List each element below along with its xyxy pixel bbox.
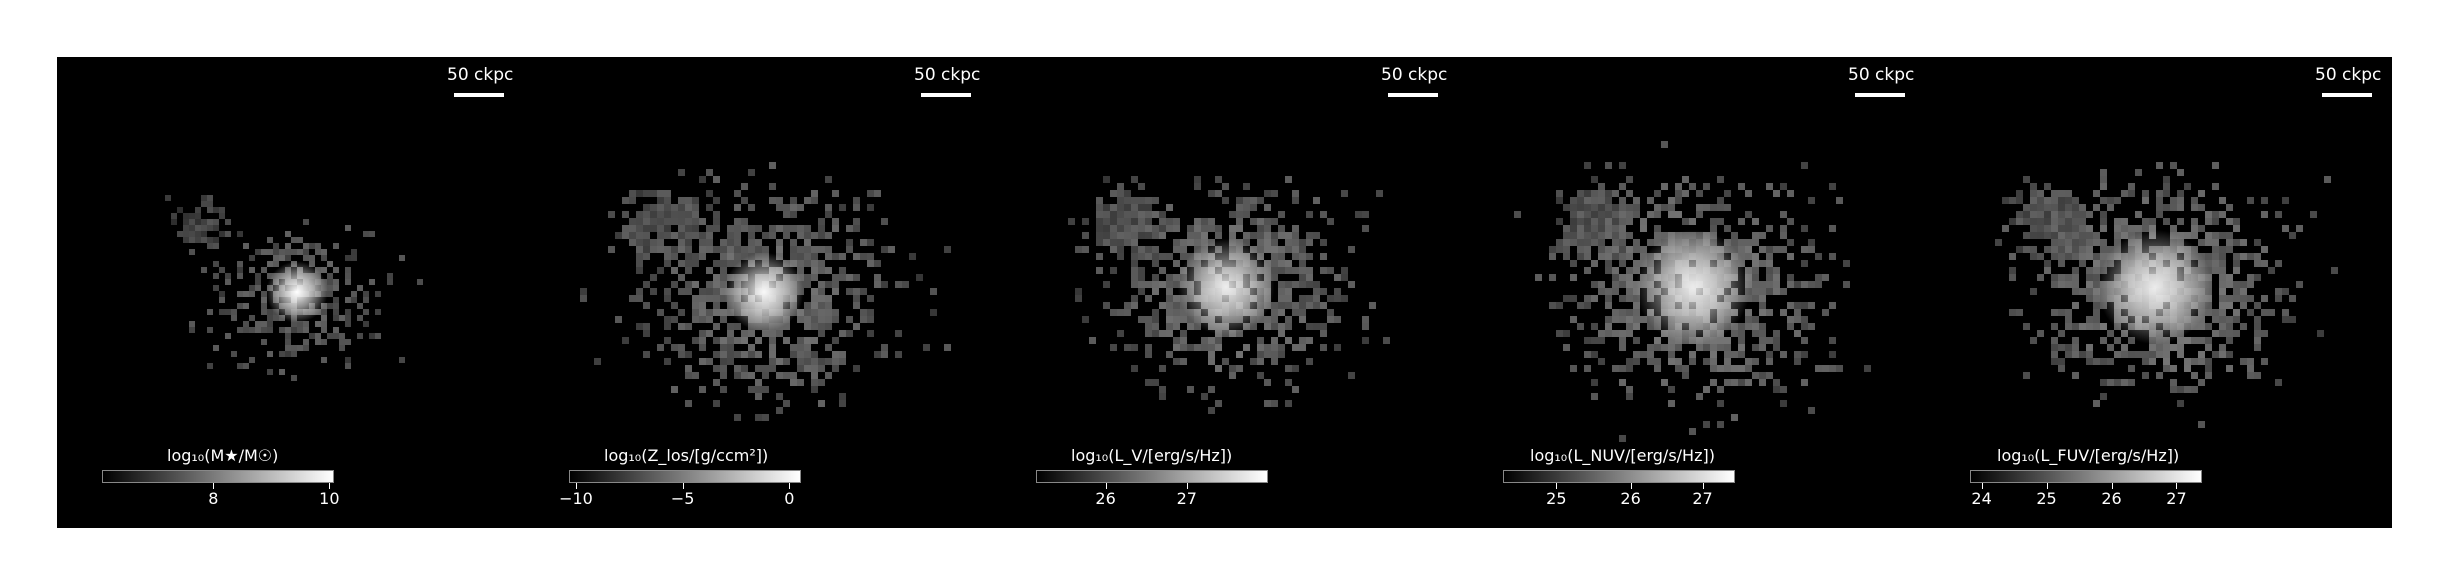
scale-bar: [454, 93, 504, 97]
scale-bar: [921, 93, 971, 97]
colorbar-tick: [1702, 483, 1704, 489]
colorbar-tick-label: 27: [1176, 489, 1197, 508]
colorbar-tick: [1105, 483, 1107, 489]
colorbar-tick: [575, 483, 577, 489]
galaxy-map: [1514, 141, 1871, 442]
galaxy-map: [1068, 176, 1390, 414]
colorbar-tick: [1981, 483, 1983, 489]
scale-label: 50 ckpc: [447, 65, 514, 85]
colorbar: [1503, 470, 1735, 483]
colorbar-tick-label: 0: [784, 489, 795, 508]
colorbar-label: log₁₀(Z_los/[g/ccm²]): [604, 446, 769, 465]
colorbar-tick: [2176, 483, 2178, 489]
colorbar-tick-label: 26: [1095, 489, 1116, 508]
colorbar-tick-label: 27: [2166, 489, 2187, 508]
galaxy-map: [580, 162, 951, 421]
colorbar-tick: [329, 483, 331, 489]
colorbar: [102, 470, 334, 483]
colorbar-tick-label: −10: [559, 489, 593, 508]
scale-bar: [1855, 93, 1905, 97]
colorbar-tick-label: 26: [1620, 489, 1641, 508]
colorbar-tick: [2111, 483, 2113, 489]
colorbar-tick: [1556, 483, 1558, 489]
galaxy-map: [1995, 162, 2338, 428]
colorbar-label: log₁₀(M★/M☉): [167, 446, 279, 465]
panel-nuv-luminosity: 50 ckpc log₁₀(L_NUV/[erg/s/Hz]) 25 26 27: [1458, 57, 1925, 528]
scale-bar: [1388, 93, 1438, 97]
panel-fuv-luminosity: 50 ckpc log₁₀(L_FUV/[erg/s/Hz]) 24 25 26 27: [1925, 57, 2392, 528]
scale-label: 50 ckpc: [1848, 65, 1915, 85]
colorbar: [569, 470, 801, 483]
colorbar-tick-label: 27: [1692, 489, 1713, 508]
colorbar-tick: [213, 483, 215, 489]
colorbar-label: log₁₀(L_V/[erg/s/Hz]): [1071, 446, 1233, 465]
colorbar-tick: [2046, 483, 2048, 489]
colorbar-tick-label: 10: [319, 489, 340, 508]
galaxy-map: [165, 195, 423, 381]
scale-bar: [2322, 93, 2372, 97]
panel-v-luminosity: 50 ckpc log₁₀(L_V/[erg/s/Hz]) 26 27: [991, 57, 1458, 528]
colorbar-tick-label: 24: [1971, 489, 1992, 508]
colorbar-tick-label: 25: [1546, 489, 1567, 508]
colorbar-tick-label: 25: [2036, 489, 2057, 508]
panel-metal-column: 50 ckpc log₁₀(Z_los/[g/ccm²]) −10 −5 0: [524, 57, 991, 528]
colorbar: [1970, 470, 2202, 483]
scale-label: 50 ckpc: [2315, 65, 2382, 85]
scale-label: 50 ckpc: [914, 65, 981, 85]
figure: 50 ckpc log₁₀(M★/M☉) 8 10 50 ckpc log₁₀(Z…: [57, 57, 2392, 528]
colorbar: [1036, 470, 1268, 483]
colorbar-tick: [682, 483, 684, 489]
panel-stellar-mass: 50 ckpc log₁₀(M★/M☉) 8 10: [57, 57, 524, 528]
colorbar-label: log₁₀(L_FUV/[erg/s/Hz]): [1997, 446, 2180, 465]
colorbar-tick: [789, 483, 791, 489]
colorbar-label: log₁₀(L_NUV/[erg/s/Hz]): [1530, 446, 1715, 465]
scale-label: 50 ckpc: [1381, 65, 1448, 85]
colorbar-tick-label: 26: [2101, 489, 2122, 508]
colorbar-tick: [1186, 483, 1188, 489]
colorbar-tick-label: −5: [670, 489, 695, 508]
colorbar-tick: [1630, 483, 1632, 489]
colorbar-tick-label: 8: [208, 489, 219, 508]
